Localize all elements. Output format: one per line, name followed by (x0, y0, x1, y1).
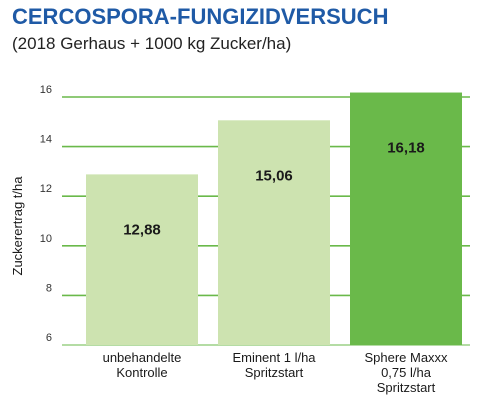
x-tick-label: Kontrolle (116, 365, 167, 380)
data-label: 15,06 (255, 167, 293, 184)
y-tick-label: 8 (46, 282, 52, 294)
x-tick-label: Spritzstart (245, 365, 304, 380)
x-tick-label: Spritzstart (377, 380, 436, 395)
y-tick-label: 16 (40, 84, 52, 96)
y-axis-label: Zuckerertrag t/ha (10, 176, 25, 276)
x-tick-label: unbehandelte (103, 350, 182, 365)
y-tick-label: 12 (40, 183, 52, 195)
y-tick-label: 10 (40, 233, 52, 245)
bar (86, 174, 198, 345)
y-tick-label: 14 (40, 134, 52, 146)
x-tick-label: 0,75 l/ha (381, 365, 432, 380)
bar (218, 120, 330, 345)
chart-title: CERCOSPORA-FUNGIZIDVERSUCH (12, 4, 389, 29)
x-tick-label: Sphere Maxxx (364, 350, 448, 365)
y-tick-label: 6 (46, 332, 52, 344)
bar (350, 92, 462, 345)
x-tick-label: Eminent 1 l/ha (232, 350, 316, 365)
data-label: 16,18 (387, 140, 425, 157)
data-label: 12,88 (123, 221, 161, 238)
chart-subtitle: (2018 Gerhaus + 1000 kg Zucker/ha) (12, 34, 292, 53)
